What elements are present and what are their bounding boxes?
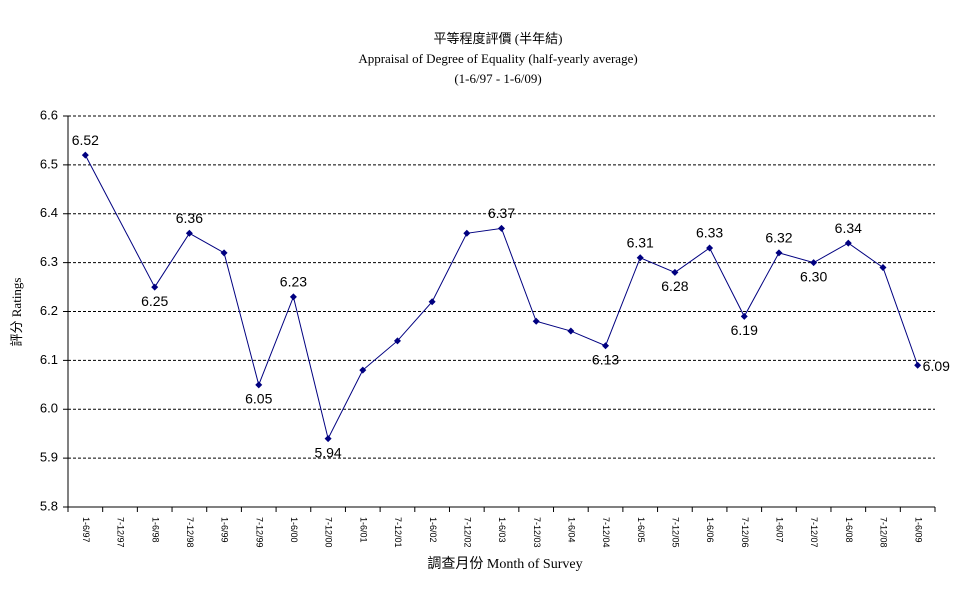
marker xyxy=(740,312,748,320)
marker xyxy=(810,259,818,267)
marker xyxy=(255,381,263,389)
marker xyxy=(185,229,193,237)
x-tick-label: 7-12/08 xyxy=(879,517,889,548)
x-tick-label: 7-12/02 xyxy=(462,517,472,548)
data-label: 6.36 xyxy=(176,210,203,226)
x-tick-label: 7-12/00 xyxy=(324,517,334,548)
y-tick-label: 6.0 xyxy=(40,401,58,416)
marker xyxy=(359,366,367,374)
y-axis-label: 評分 Ratings xyxy=(9,278,24,347)
y-tick-label: 5.9 xyxy=(40,450,58,465)
data-label: 6.52 xyxy=(72,132,99,148)
data-label: 6.23 xyxy=(280,274,307,290)
data-label: 6.31 xyxy=(627,234,654,250)
x-tick-label: 7-12/04 xyxy=(601,517,611,548)
x-tick-label: 1-6/00 xyxy=(289,517,299,543)
data-label: 6.09 xyxy=(923,358,950,374)
marker xyxy=(324,435,332,443)
marker xyxy=(602,342,610,350)
y-tick-label: 6.2 xyxy=(40,303,58,318)
gap-connector xyxy=(84,154,156,288)
x-tick-label: 7-12/01 xyxy=(393,517,403,548)
x-tick-label: 7-12/99 xyxy=(254,517,264,548)
marker xyxy=(671,268,679,276)
x-tick-label: 1-6/06 xyxy=(705,517,715,543)
data-label: 5.94 xyxy=(314,444,341,460)
x-tick-label: 1-6/07 xyxy=(775,517,785,543)
marker xyxy=(428,298,436,306)
data-label: 6.25 xyxy=(141,293,168,309)
data-label: 6.33 xyxy=(696,225,723,241)
y-tick-label: 6.4 xyxy=(40,205,58,220)
marker xyxy=(151,283,159,291)
marker xyxy=(289,293,297,301)
marker xyxy=(220,249,228,257)
marker xyxy=(706,244,714,252)
chart-period: (1-6/97 - 1-6/09) xyxy=(454,71,541,86)
marker xyxy=(81,151,89,159)
data-label: 6.37 xyxy=(488,205,515,221)
x-tick-label: 7-12/05 xyxy=(671,517,681,548)
y-tick-label: 6.1 xyxy=(40,352,58,367)
data-label: 6.34 xyxy=(835,220,862,236)
marker xyxy=(567,327,575,335)
marker xyxy=(532,317,540,325)
marker xyxy=(879,264,887,272)
data-label: 6.32 xyxy=(765,230,792,246)
data-label: 6.28 xyxy=(661,278,688,294)
marker xyxy=(775,249,783,257)
chart-subtitle: Appraisal of Degree of Equality (half-ye… xyxy=(358,51,637,66)
marker xyxy=(498,224,505,232)
x-tick-label: 1-6/98 xyxy=(150,517,160,543)
marker xyxy=(636,254,644,262)
x-tick-label: 7-12/07 xyxy=(809,517,819,548)
line xyxy=(154,227,919,441)
marker xyxy=(844,239,852,247)
y-tick-label: 6.3 xyxy=(40,254,58,269)
x-tick-label: 1-6/09 xyxy=(913,517,923,543)
data-label: 6.19 xyxy=(731,322,758,338)
data-label: 6.30 xyxy=(800,268,827,284)
chart-title: 平等程度評價 (半年結) xyxy=(434,31,563,46)
x-tick-label: 1-6/97 xyxy=(81,517,91,543)
x-axis-label: 調查月份 Month of Survey xyxy=(427,556,582,572)
x-tick-label: 7-12/06 xyxy=(740,517,750,548)
x-tick-label: 7-12/98 xyxy=(185,517,195,548)
x-tick-label: 1-6/08 xyxy=(844,517,854,543)
x-tick-label: 1-6/03 xyxy=(497,517,507,543)
x-tick-label: 1-6/99 xyxy=(220,517,230,543)
data-label: 6.13 xyxy=(592,351,619,367)
x-tick-label: 1-6/02 xyxy=(428,517,438,543)
x-tick-label: 1-6/05 xyxy=(636,517,646,543)
x-tick-label: 1-6/01 xyxy=(358,517,368,543)
y-tick-label: 6.6 xyxy=(40,107,58,122)
marker xyxy=(393,337,401,345)
marker xyxy=(914,361,922,369)
x-tick-label: 7-12/97 xyxy=(116,517,126,548)
x-tick-label: 7-12/03 xyxy=(532,517,542,548)
x-tick-label: 1-6/04 xyxy=(566,517,576,543)
data-label: 6.05 xyxy=(245,391,272,407)
y-tick-label: 5.8 xyxy=(40,498,58,513)
y-tick-label: 6.5 xyxy=(40,156,58,171)
marker xyxy=(463,229,471,237)
